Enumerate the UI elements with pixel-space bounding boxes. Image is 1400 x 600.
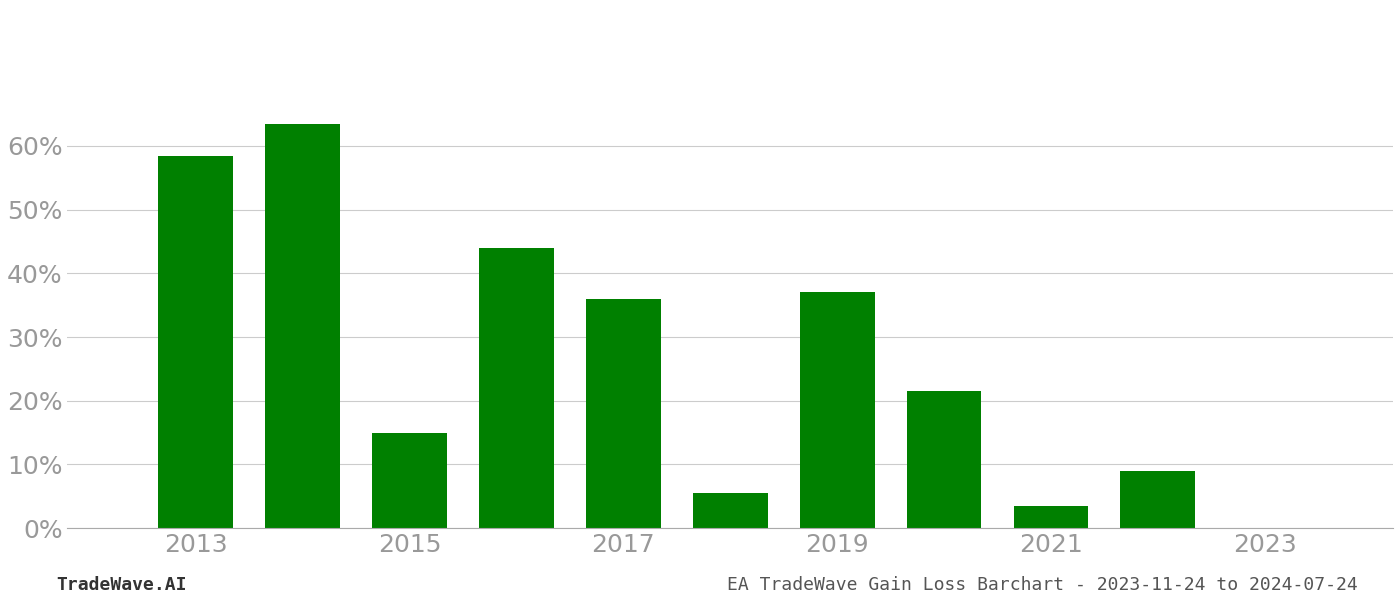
Bar — [1228, 527, 1302, 528]
Bar — [693, 493, 767, 528]
Bar — [587, 299, 661, 528]
Bar — [799, 292, 875, 528]
Bar — [158, 155, 234, 528]
Bar — [1014, 506, 1088, 528]
Bar — [265, 124, 340, 528]
Text: EA TradeWave Gain Loss Barchart - 2023-11-24 to 2024-07-24: EA TradeWave Gain Loss Barchart - 2023-1… — [727, 576, 1358, 594]
Bar — [1120, 471, 1196, 528]
Bar — [479, 248, 554, 528]
Bar — [372, 433, 447, 528]
Bar — [907, 391, 981, 528]
Text: TradeWave.AI: TradeWave.AI — [56, 576, 186, 594]
